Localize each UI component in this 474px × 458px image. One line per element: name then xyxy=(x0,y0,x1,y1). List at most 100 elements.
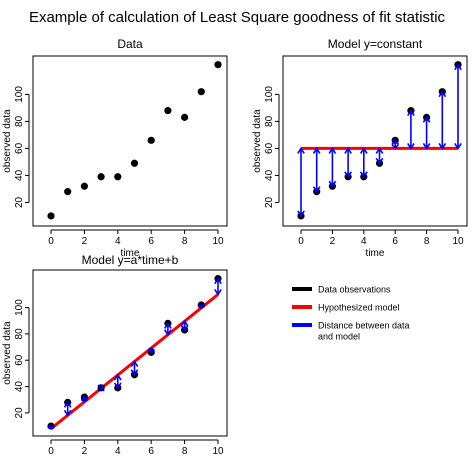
y-tick-label: 80 xyxy=(14,328,25,340)
arrowhead xyxy=(407,142,415,150)
x-axis-label: time xyxy=(366,248,385,259)
arrowhead xyxy=(359,146,368,154)
legend-label: Distance between data xyxy=(318,321,410,331)
distance-arrow xyxy=(344,146,352,179)
x-tick-label: 6 xyxy=(148,236,154,247)
data-point xyxy=(97,173,105,181)
arrowhead xyxy=(454,63,462,71)
chart-panel-3: Model y=a*time+b0246810time20406080100ob… xyxy=(2,253,228,457)
x-tick-label: 4 xyxy=(361,236,367,247)
x-tick-label: 6 xyxy=(392,236,398,247)
arrowhead xyxy=(113,382,122,390)
y-tick-label: 100 xyxy=(14,86,25,103)
arrowhead xyxy=(454,142,462,150)
chart-title: Data xyxy=(117,37,143,51)
figure-title: Example of calculation of Least Square g… xyxy=(29,9,446,26)
arrowhead xyxy=(297,146,305,154)
x-tick-label: 0 xyxy=(48,446,54,457)
x-tick-label: 10 xyxy=(212,236,224,247)
distance-arrow xyxy=(130,360,139,377)
arrowhead xyxy=(359,171,368,179)
y-tick-label: 40 xyxy=(14,169,25,181)
arrowhead xyxy=(130,369,139,377)
x-tick-label: 0 xyxy=(298,236,304,247)
arrowhead xyxy=(80,398,89,403)
x-tick-label: 10 xyxy=(212,446,224,457)
y-tick-label: 80 xyxy=(14,115,25,127)
chart-panel-2: Model y=constant 0 2 4 6 8 10 time 20 40 60 80 100ob… xyxy=(252,37,468,259)
arrowhead xyxy=(130,360,139,367)
arrowhead xyxy=(164,321,172,329)
data-point xyxy=(130,159,139,167)
y-tick-label: 100 xyxy=(264,86,275,103)
x-tick-label: 2 xyxy=(82,236,88,247)
arrowhead xyxy=(197,305,205,309)
x-tick-label: 2 xyxy=(330,236,336,247)
x-tick-label: 8 xyxy=(182,236,188,247)
arrowhead xyxy=(47,425,55,429)
data-point xyxy=(197,88,205,96)
arrowhead xyxy=(297,210,305,218)
y-axis-label: observed data xyxy=(2,321,13,385)
data-point xyxy=(114,173,122,181)
distance-arrow xyxy=(359,146,368,179)
arrowhead xyxy=(438,90,447,98)
arrowhead xyxy=(422,142,431,150)
distance-arrow xyxy=(407,109,415,150)
arrowhead xyxy=(113,373,122,381)
arrowhead xyxy=(438,142,447,150)
x-tick-label: 10 xyxy=(452,236,464,247)
distance-arrows xyxy=(297,63,462,218)
data-point xyxy=(47,212,55,220)
x-tick-label: 2 xyxy=(82,446,88,457)
data-point xyxy=(164,107,172,115)
x-tick-label: 8 xyxy=(424,236,430,247)
distance-marker xyxy=(97,384,105,392)
distance-arrows xyxy=(47,277,222,430)
distance-arrow xyxy=(438,90,447,150)
distance-arrow xyxy=(164,321,172,337)
y-tick-label: 20 xyxy=(14,407,25,419)
arrowhead xyxy=(344,146,352,154)
data-point xyxy=(64,188,72,196)
y-tick-label: 60 xyxy=(14,354,25,366)
arrowhead xyxy=(391,143,400,150)
data-point xyxy=(80,182,88,190)
arrowhead xyxy=(80,396,89,401)
distance-arrow xyxy=(312,146,321,194)
data-point xyxy=(147,136,155,144)
arrowhead xyxy=(312,146,321,154)
data-point xyxy=(214,61,222,69)
distance-arrow xyxy=(180,319,189,332)
arrowhead xyxy=(312,186,321,194)
arrowhead xyxy=(391,139,400,145)
distance-arrow xyxy=(391,139,400,150)
y-tick-label: 100 xyxy=(14,299,25,316)
y-tick-label: 80 xyxy=(264,115,275,127)
plot-frame xyxy=(32,269,228,437)
distance-arrow xyxy=(297,146,305,218)
legend-item: Data observations xyxy=(292,285,391,295)
arrowhead xyxy=(214,288,222,296)
x-tick-label: 8 xyxy=(182,446,188,457)
x-axis-label: time xyxy=(121,248,140,259)
distance-arrow xyxy=(422,115,431,150)
data-points xyxy=(47,275,222,430)
distance-arrow xyxy=(214,277,222,296)
arrowhead xyxy=(407,109,415,117)
distance-arrow xyxy=(454,63,462,150)
arrowhead xyxy=(180,319,189,327)
distance-arrow xyxy=(328,146,337,188)
distance-arrow xyxy=(113,373,122,390)
y-tick-label: 40 xyxy=(14,381,25,393)
arrowhead xyxy=(180,325,189,332)
arrowhead xyxy=(63,400,72,408)
y-tick-label: 60 xyxy=(14,142,25,154)
